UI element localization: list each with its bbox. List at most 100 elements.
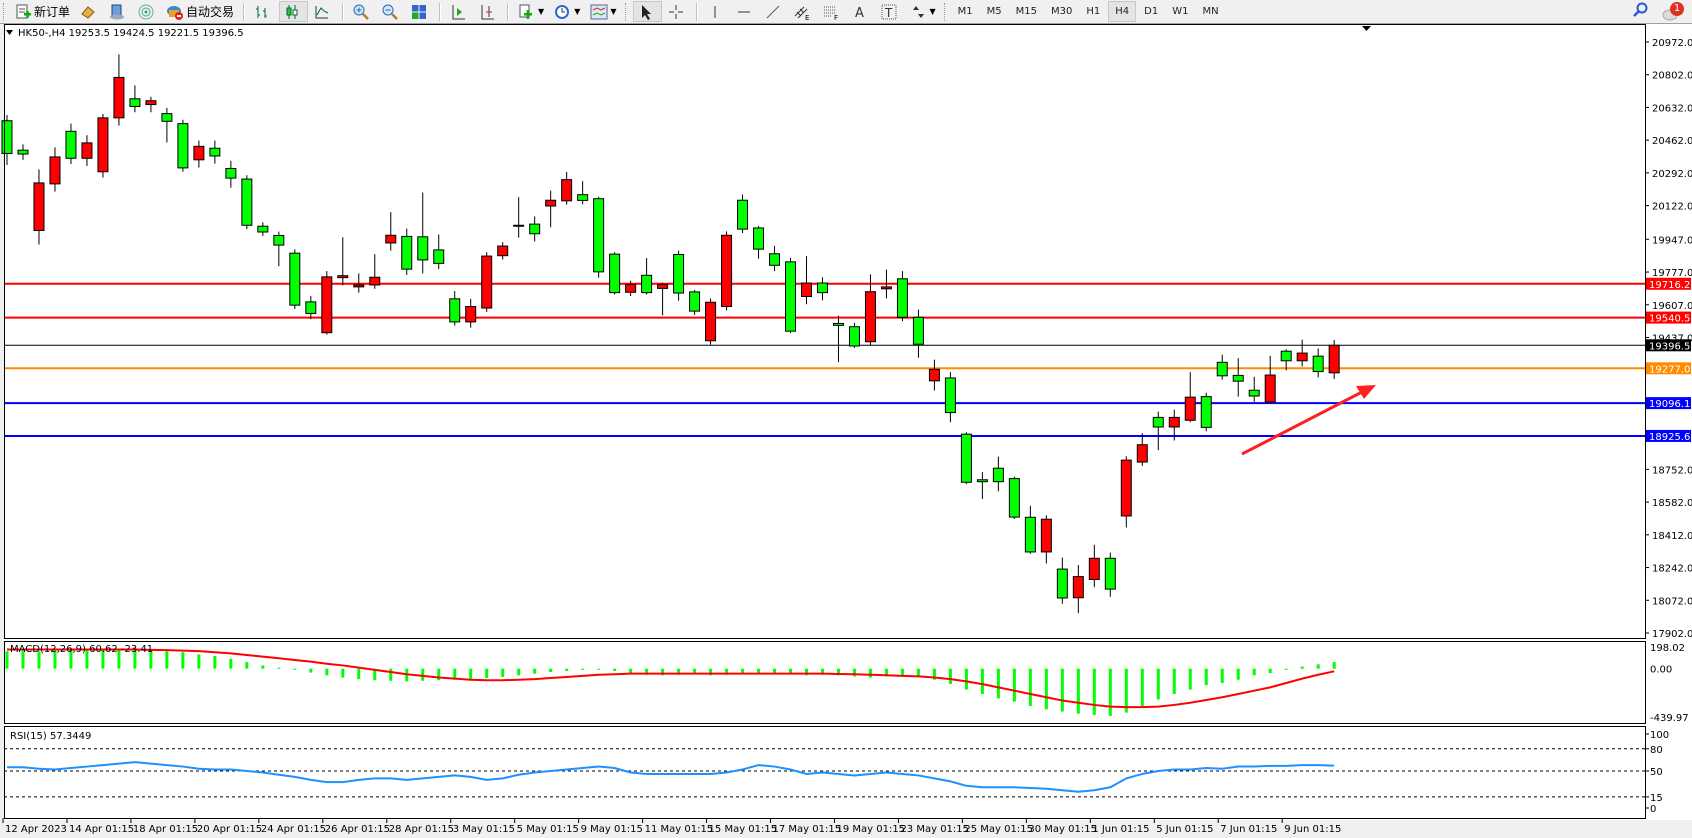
cursor-button[interactable]	[632, 1, 662, 22]
candle	[545, 199, 557, 207]
candle	[1152, 416, 1164, 428]
macd-histogram-bar	[101, 650, 105, 669]
candle	[689, 291, 701, 312]
bar-chart-button[interactable]	[250, 1, 277, 22]
macd-histogram-bar	[868, 668, 872, 678]
macd-histogram-bar	[389, 668, 393, 681]
periods-icon	[554, 4, 570, 20]
auto-trading-button[interactable]: 自动交易	[163, 1, 238, 22]
macd-histogram-bar	[469, 668, 473, 680]
time-axis-label: 28 Apr 01:15	[389, 824, 454, 835]
text-label-button[interactable]: T	[877, 1, 904, 22]
macd-histogram-bar	[565, 668, 569, 671]
trendline-button[interactable]	[761, 1, 788, 22]
toolbar-grip[interactable]	[943, 2, 948, 21]
navigator-button[interactable]	[105, 1, 132, 22]
price-pane[interactable]	[1, 54, 1645, 614]
candle	[1248, 389, 1260, 397]
macd-histogram-bar	[581, 668, 585, 670]
timeframe-m1-button[interactable]: M1	[957, 6, 973, 17]
toolbar-grip[interactable]	[3, 2, 7, 21]
zoom-in-button[interactable]	[349, 1, 376, 22]
candlestick-button[interactable]	[279, 1, 309, 22]
time-axis-label: 12 Apr 2023	[5, 824, 67, 835]
rsi-label: RSI(15) 57.3449	[10, 731, 91, 742]
candle	[753, 227, 765, 250]
macd-histogram-bar	[996, 668, 1000, 699]
chart-shift-button[interactable]	[446, 1, 473, 22]
candle	[177, 123, 189, 169]
candle	[928, 368, 940, 382]
macd-histogram-bar	[677, 668, 681, 675]
autoscroll-icon	[479, 4, 495, 20]
rsi-pane[interactable]	[4, 748, 1645, 798]
chat-button[interactable]: 1	[1662, 1, 1684, 22]
line-chart-button[interactable]	[310, 1, 337, 22]
timeframe-h1-button[interactable]: H1	[1086, 6, 1101, 17]
time-axis-label: 9 Jun 01:15	[1284, 824, 1341, 835]
macd-histogram-bar	[309, 668, 313, 673]
timeframe-d1-button[interactable]: D1	[1144, 6, 1159, 17]
candle	[513, 224, 525, 227]
auto-trading-icon	[167, 4, 184, 20]
macd-histogram-bar	[1252, 668, 1256, 676]
svg-text:A: A	[855, 6, 864, 20]
vertical-line-button[interactable]	[703, 1, 730, 22]
macd-histogram-bar	[357, 668, 361, 680]
zoom-out-button[interactable]	[378, 1, 405, 22]
macd-histogram-bar	[245, 662, 249, 669]
trend-arrow[interactable]	[1241, 385, 1376, 456]
rsi-axis-label: 50	[1650, 767, 1663, 778]
timeframe-group: M1 M5 M15 M30 H1 H4 D1 W1 MN	[951, 1, 1226, 22]
tile-windows-button[interactable]	[407, 1, 434, 22]
equidistant-channel-button[interactable]: E	[790, 1, 817, 22]
candle	[1, 120, 13, 154]
time-axis-label: 15 May 01:15	[709, 824, 778, 835]
chart-shift-marker-icon[interactable]	[1362, 26, 1371, 31]
text-button[interactable]: A	[848, 1, 875, 22]
timeframe-mn-button[interactable]: MN	[1202, 6, 1219, 17]
macd-histogram-bar	[597, 668, 601, 670]
macd-histogram-bar	[1060, 668, 1064, 712]
candle	[161, 113, 173, 122]
templates-button[interactable]: ▼	[586, 1, 620, 22]
arrows-button[interactable]: ▼	[906, 1, 940, 22]
macd-pane[interactable]	[5, 648, 1336, 716]
candle	[816, 282, 828, 294]
timeframe-m15-button[interactable]: M15	[1015, 6, 1038, 17]
timeframe-h4-button[interactable]: H4	[1108, 1, 1137, 22]
autoscroll-button[interactable]	[475, 1, 502, 22]
svg-text:F: F	[834, 14, 838, 20]
price-axis-label: 20292.0	[1652, 169, 1692, 180]
macd-histogram-bar	[21, 651, 25, 669]
candle	[1120, 459, 1132, 517]
horizontal-line-button[interactable]	[732, 1, 759, 22]
candle	[33, 182, 45, 231]
time-axis-label: 26 Apr 01:15	[325, 824, 390, 835]
macd-histogram-bar	[85, 650, 89, 669]
chart-menu-triangle-icon[interactable]	[6, 30, 13, 35]
svg-text:E: E	[805, 14, 809, 20]
periods-button[interactable]: ▼	[550, 1, 584, 22]
fibonacci-button[interactable]: F	[819, 1, 846, 22]
macd-histogram-bar	[421, 668, 425, 681]
candle	[129, 98, 141, 107]
macd-histogram-bar	[1124, 668, 1128, 713]
toolbar-grip[interactable]	[624, 2, 629, 21]
crosshair-button[interactable]	[664, 1, 691, 22]
candle	[257, 225, 269, 233]
toolbar-separator	[507, 2, 510, 21]
new-order-button[interactable]: 新订单	[11, 1, 74, 22]
candle	[705, 301, 717, 342]
search-icon[interactable]	[1632, 2, 1648, 21]
time-axis-label: 25 May 01:15	[964, 824, 1033, 835]
timeframe-w1-button[interactable]: W1	[1172, 6, 1189, 17]
indicators-button[interactable]: ▼	[514, 1, 548, 22]
signals-button[interactable]	[134, 1, 161, 22]
timeframe-m5-button[interactable]: M5	[986, 6, 1002, 17]
chevron-down-icon: ▼	[610, 7, 617, 16]
timeframe-m30-button[interactable]: M30	[1051, 6, 1073, 17]
market-watch-button[interactable]	[76, 1, 103, 22]
macd-histogram-bar	[1076, 668, 1080, 714]
